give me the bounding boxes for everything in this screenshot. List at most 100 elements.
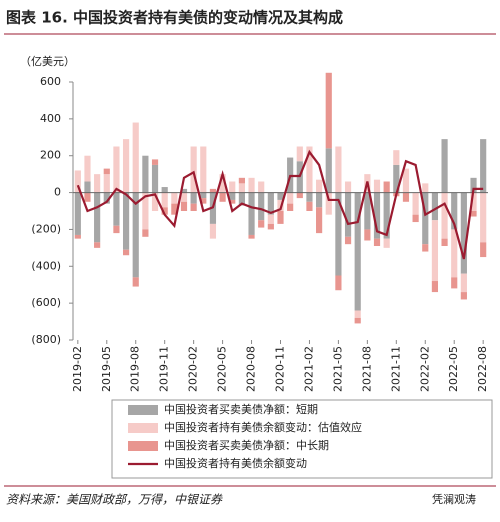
bar [344, 181, 352, 193]
bar [480, 139, 487, 193]
y-tick-label: 600 [40, 75, 61, 88]
bar [132, 122, 139, 193]
x-tick-label: 2019-08 [129, 346, 142, 392]
legend-label: 中国投资者持有美债余额变动：估值效应 [164, 420, 362, 434]
bar [200, 198, 207, 204]
bar [200, 146, 207, 193]
bar [325, 72, 332, 149]
bar [74, 192, 81, 235]
y-tick-label: (200) [31, 222, 61, 235]
bar [258, 192, 265, 221]
bar [94, 174, 101, 193]
bar [122, 192, 130, 250]
y-tick-label: 400 [40, 112, 61, 125]
bar [267, 192, 274, 215]
legend-label: 中国投资者买卖美债净额：中长期 [164, 438, 329, 452]
bar [171, 203, 178, 215]
x-tick-label: 2021-05 [331, 346, 344, 392]
bar [451, 277, 458, 289]
bar [451, 229, 458, 278]
bar [441, 139, 448, 193]
bar [306, 201, 313, 211]
bar [94, 192, 101, 243]
bar [393, 150, 400, 165]
bar [74, 234, 81, 239]
bar [248, 177, 255, 193]
bar [171, 192, 178, 204]
legend-swatch [128, 405, 158, 415]
bar [460, 192, 467, 274]
bar [229, 181, 236, 193]
bar [316, 179, 323, 193]
bar [103, 168, 110, 175]
bar [190, 203, 197, 211]
bar [180, 201, 188, 211]
bar [480, 242, 487, 258]
legend-box [111, 399, 493, 479]
bar [267, 223, 274, 230]
chart-title: 图表 16. 中国投资者持有美债的变动情况及其构成 [6, 9, 343, 27]
bar [219, 174, 226, 193]
bar [335, 192, 342, 276]
bar [84, 181, 91, 193]
x-tick-label: 2021-11 [389, 346, 402, 392]
legend-label: 中国投资者买卖美债净额：短期 [164, 402, 318, 416]
bar [460, 273, 467, 293]
x-tick-label: 2022-08 [476, 346, 489, 392]
bar [373, 238, 381, 247]
x-tick-label: 2020-08 [245, 346, 258, 392]
bar [383, 192, 390, 239]
x-tick-label: 2019-05 [100, 346, 113, 392]
bar [402, 168, 410, 193]
bar [142, 155, 149, 193]
bar [470, 211, 477, 217]
bar [393, 164, 400, 193]
bar [316, 192, 323, 208]
bar [325, 192, 332, 215]
x-tick-label: 2020-05 [216, 346, 229, 392]
bar [74, 170, 81, 193]
x-tick-label: 2020-02 [187, 346, 200, 392]
bar [296, 146, 303, 162]
bar [344, 236, 352, 245]
bar [354, 317, 361, 324]
bar [161, 192, 168, 208]
y-tick-label: (400) [31, 259, 61, 272]
bar [316, 207, 323, 234]
bar [258, 181, 265, 193]
bar [422, 192, 429, 245]
bar [267, 214, 274, 224]
bar [103, 174, 110, 193]
y-tick-label: (800) [31, 333, 61, 346]
bar [238, 183, 245, 193]
bar [84, 192, 91, 202]
bar [441, 192, 448, 239]
bar [180, 188, 188, 193]
bar [412, 214, 419, 223]
bar [229, 199, 236, 204]
x-tick-label: 2019-11 [158, 346, 171, 392]
bar [180, 192, 188, 202]
bar [200, 192, 207, 199]
bar [190, 146, 197, 193]
watermark: 凭澜观涛 [432, 492, 476, 506]
bar [402, 192, 410, 202]
bar [219, 192, 226, 202]
bar [132, 277, 139, 287]
bar [364, 192, 371, 230]
y-tick-label: 0 [54, 186, 61, 199]
bar [277, 211, 284, 224]
line [76, 149, 484, 260]
bar [325, 148, 332, 193]
bar [451, 192, 458, 230]
bar [229, 192, 236, 200]
bar [248, 234, 255, 239]
bar [373, 192, 381, 239]
bar [84, 155, 91, 182]
bar [364, 229, 371, 241]
bar [209, 188, 217, 193]
bar [161, 207, 168, 215]
bar [209, 223, 217, 239]
bar [151, 159, 159, 165]
